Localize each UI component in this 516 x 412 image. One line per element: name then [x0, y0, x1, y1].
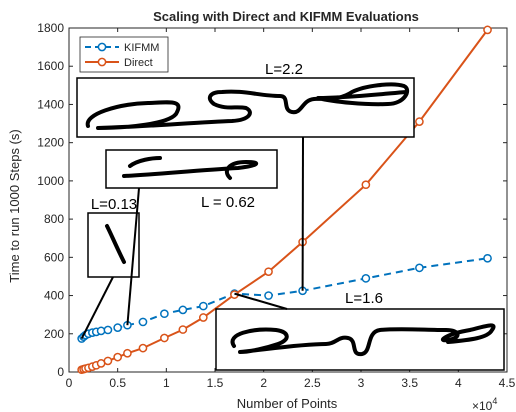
data-point-direct	[264, 267, 273, 277]
connectors	[80, 136, 304, 340]
annotation-label-l22: L=2.2	[265, 61, 303, 78]
y-tick-label: 1800	[37, 21, 64, 35]
data-point-kifmm	[103, 325, 113, 335]
inset-box-l013	[87, 212, 140, 278]
data-point-kifmm	[264, 291, 273, 300]
y-tick-label: 1600	[37, 59, 64, 73]
y-tick-label: 400	[44, 289, 64, 303]
data-point-direct	[178, 325, 188, 334]
inset-curve-l013	[105, 224, 126, 264]
inset-curve-l062	[122, 156, 259, 180]
y-tick-label: 800	[44, 212, 64, 226]
data-point-direct	[160, 333, 169, 343]
inset-curve-l22	[85, 82, 410, 130]
y-tick-label: 1200	[37, 136, 64, 150]
data-point-direct	[103, 356, 113, 366]
x-exponent-power: 4	[492, 396, 497, 406]
plot-frame	[68, 27, 508, 373]
data-point-kifmm	[483, 253, 492, 263]
data-point-kifmm	[198, 301, 208, 311]
inset-l062	[105, 149, 278, 189]
x-tick-label: 0	[66, 376, 73, 390]
x-tick-label: 0.5	[109, 376, 126, 390]
x-exponent-base: ×104	[472, 396, 497, 412]
inset-l013	[87, 212, 140, 278]
x-tick-label: 3	[358, 376, 365, 390]
x-tick-label: 1	[163, 376, 170, 390]
data-point-kifmm	[160, 309, 169, 319]
legend: KIFMM Direct	[79, 36, 169, 73]
inset-curve-l16	[230, 323, 496, 357]
y-tick-label: 200	[44, 327, 64, 341]
legend-label-kifmm: KIFMM	[124, 42, 159, 54]
x-tick-label: 4.5	[499, 376, 516, 390]
connector-line	[126, 187, 140, 326]
x-exponent-base-text: ×10	[472, 399, 493, 412]
data-point-kifmm	[415, 263, 424, 273]
connector-line	[80, 276, 114, 340]
connector-line	[234, 292, 288, 310]
data-point-direct	[361, 180, 371, 190]
chart-title: Scaling with Direct and KIFMM Evaluation…	[153, 9, 419, 24]
inset-l22	[76, 77, 415, 138]
y-axis-label: Time to run 1000 Steps (s)	[7, 129, 22, 282]
data-point-direct	[123, 348, 132, 358]
inset-box-l062	[105, 149, 278, 189]
y-tick-label: 1400	[37, 97, 64, 111]
y-tick-label: 600	[44, 250, 64, 264]
insets	[76, 77, 505, 371]
legend-marker-kifmm	[97, 42, 107, 52]
data-point-kifmm	[138, 317, 148, 327]
series-layer	[77, 25, 492, 375]
x-tick-label: 4	[455, 376, 462, 390]
x-tick-label: 3.5	[401, 376, 418, 390]
data-point-kifmm	[113, 323, 123, 333]
inset-l16	[215, 308, 505, 371]
legend-box	[79, 36, 169, 73]
data-point-direct	[415, 117, 424, 126]
data-point-kifmm	[178, 305, 188, 315]
data-point-kifmm	[96, 326, 106, 336]
data-point-direct	[198, 313, 208, 322]
legend-label-direct: Direct	[124, 57, 153, 69]
x-axis-label: Number of Points	[237, 396, 338, 411]
y-tick-label: 1000	[37, 174, 64, 188]
annotation-label-l062: L = 0.62	[201, 194, 255, 211]
annotation-label-l013: L=0.13	[91, 196, 137, 213]
data-point-direct	[138, 343, 148, 353]
data-point-kifmm	[361, 274, 371, 283]
annotation-label-l16: L=1.6	[345, 290, 383, 307]
x-tick-label: 1.5	[207, 376, 224, 390]
data-point-direct	[113, 352, 123, 362]
x-tick-label: 2	[260, 376, 267, 390]
data-point-direct	[483, 25, 492, 35]
y-tick-label: 0	[57, 365, 64, 379]
x-tick-label: 2.5	[304, 376, 321, 390]
legend-marker-direct	[97, 57, 107, 67]
